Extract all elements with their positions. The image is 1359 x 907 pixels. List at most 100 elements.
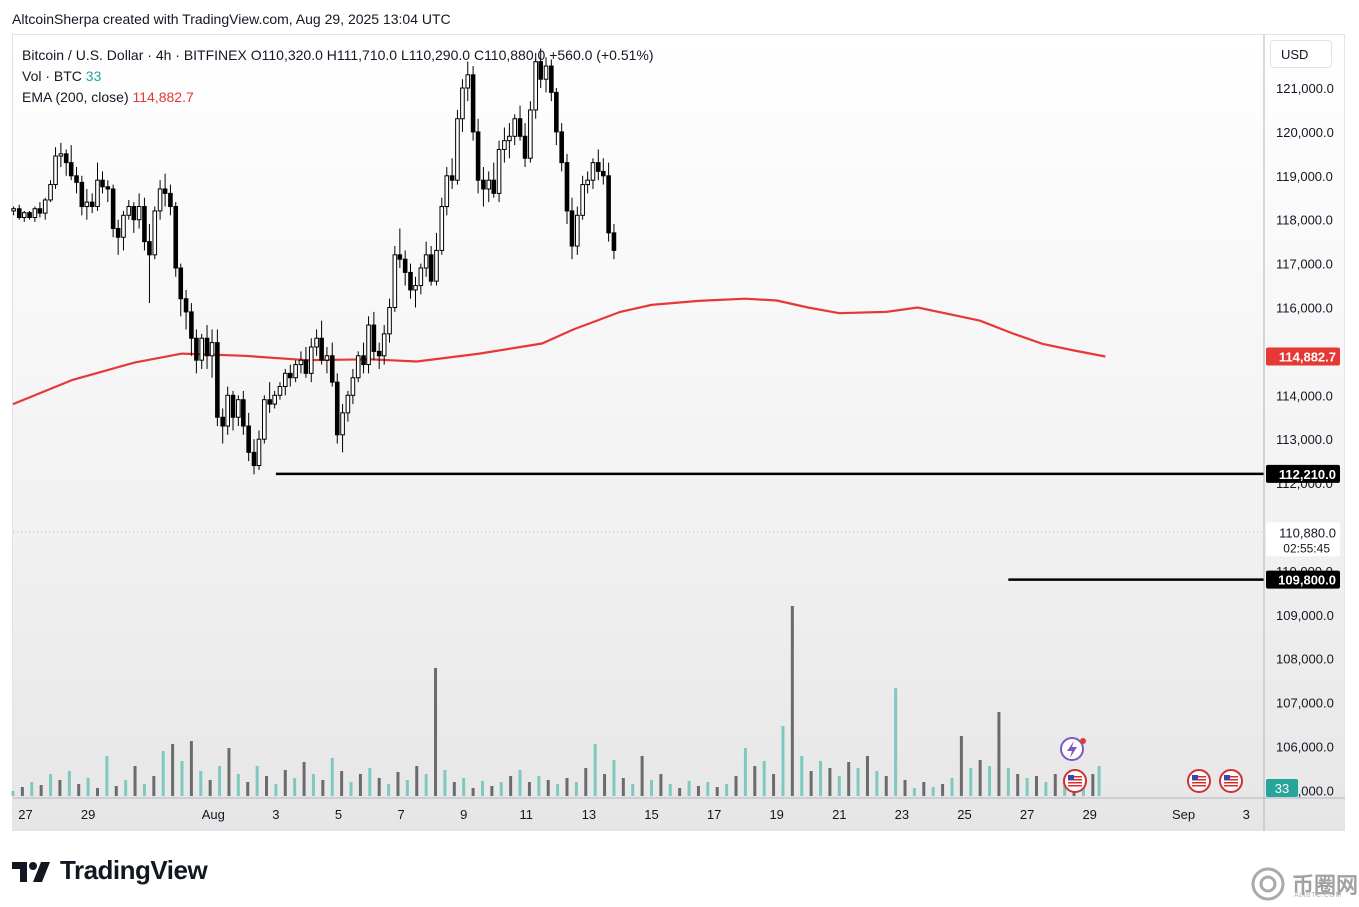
volume-badge-bg [1266,779,1298,797]
candle-down [194,337,199,361]
flag-stripe [1068,785,1082,787]
chart-legend: Bitcoin / U.S. Dollar · 4h · BITFINEX O1… [22,45,654,108]
tradingview-logo-icon [12,861,50,882]
candle-down [100,179,105,188]
x-tick-label: 5 [335,807,342,822]
candle-up [496,148,502,194]
candle-down [178,267,184,300]
volume-bar [1006,768,1010,796]
candle-down [549,65,554,93]
volume-bar [997,712,1001,796]
candle-down [220,416,225,427]
volume-bar [142,784,146,796]
volume-bar [743,748,747,796]
chart-frame[interactable] [12,34,1345,831]
volume-bar [593,744,597,796]
y-tick-label: 106,000.0 [1276,740,1334,755]
candle-up [455,118,460,181]
volume-bar [236,774,240,796]
volume-bar [790,606,794,796]
flag-stripe [1068,776,1082,778]
y-tick-label: 118,000.0 [1276,213,1333,228]
candle-up [32,208,38,219]
volume-bar [443,770,447,796]
volume-bar [368,768,372,796]
volume-bar [171,744,175,796]
attribution-text: AltcoinSherpa created with TradingView.c… [12,11,451,27]
legend-open: 110,320.0 [261,47,323,63]
candle-up [439,206,445,251]
legend-ema-label: EMA (200, close) [22,89,129,105]
candle-down [63,153,69,164]
x-tick-label: Sep [1172,807,1195,822]
candle-up [392,254,398,309]
candle-down [371,324,377,352]
candle-down [397,254,403,260]
y-tick-label: 116,000.0 [1276,301,1333,316]
volume-bar [218,766,222,796]
candle-down [491,179,497,194]
tradingview-brand[interactable]: TradingView [12,855,208,886]
x-tick-label: 23 [895,807,909,822]
candle-up [48,184,53,201]
candle-down [189,311,194,339]
x-tick-label: 21 [832,807,846,822]
x-tick-label: 15 [644,807,658,822]
candle-down [267,399,272,405]
x-tick-label: 11 [520,807,534,822]
volume-bar [358,774,362,796]
volume-badge: 33 [1275,781,1289,796]
candle-up [340,412,345,436]
candle-up [512,118,518,137]
volume-bar [706,782,710,796]
candle-down [449,175,455,181]
volume-bar [941,784,945,796]
volume-bar [509,776,513,796]
volume-bar [753,766,757,796]
candle-down [564,162,570,212]
y-tick-label: 119,000.0 [1276,169,1333,184]
candle-up [298,359,304,366]
legend-low-label: L [401,47,409,63]
volume-bar [762,761,766,796]
candle-down [481,179,486,190]
legend-ohlc-row: Bitcoin / U.S. Dollar · 4h · BITFINEX O1… [22,45,654,66]
x-tick-label: 9 [460,807,467,822]
volume-bar [396,772,400,796]
candle-down [27,212,32,219]
legend-high: 111,710.0 [336,47,398,63]
x-tick-label: 25 [957,807,971,822]
candle-down [168,192,173,208]
volume-bar [847,762,851,796]
candle-up [423,254,429,269]
x-tick-label: 29 [1082,807,1096,822]
candle-down [517,118,523,137]
volume-bar [405,780,409,796]
volume-bars [11,606,1101,796]
x-tick-label: 17 [707,807,721,822]
candle-up [502,140,507,150]
volume-bar [265,776,269,796]
candle-up [209,342,215,357]
candle-down [251,451,257,467]
candle-up [324,355,330,361]
flag-stripe [1192,779,1206,781]
y-tick-label: 107,000.0 [1276,696,1334,711]
legend-change: +560.0 (+0.51%) [549,47,654,63]
legend-high-label: H [326,47,337,63]
candle-down [16,208,22,219]
candle-up [277,386,283,396]
volume-bar [49,774,53,796]
volume-bar [894,688,898,796]
volume-bar [837,776,841,796]
x-tick-label: 27 [1020,807,1034,822]
x-tick-label: 13 [582,807,596,822]
currency-button[interactable]: USD [1270,40,1332,68]
candle-up [157,188,163,212]
flag-stripe [1068,782,1082,784]
volume-bar [180,761,184,796]
candle-up [262,399,267,440]
candle-down [246,425,251,453]
candle-up [314,337,319,348]
